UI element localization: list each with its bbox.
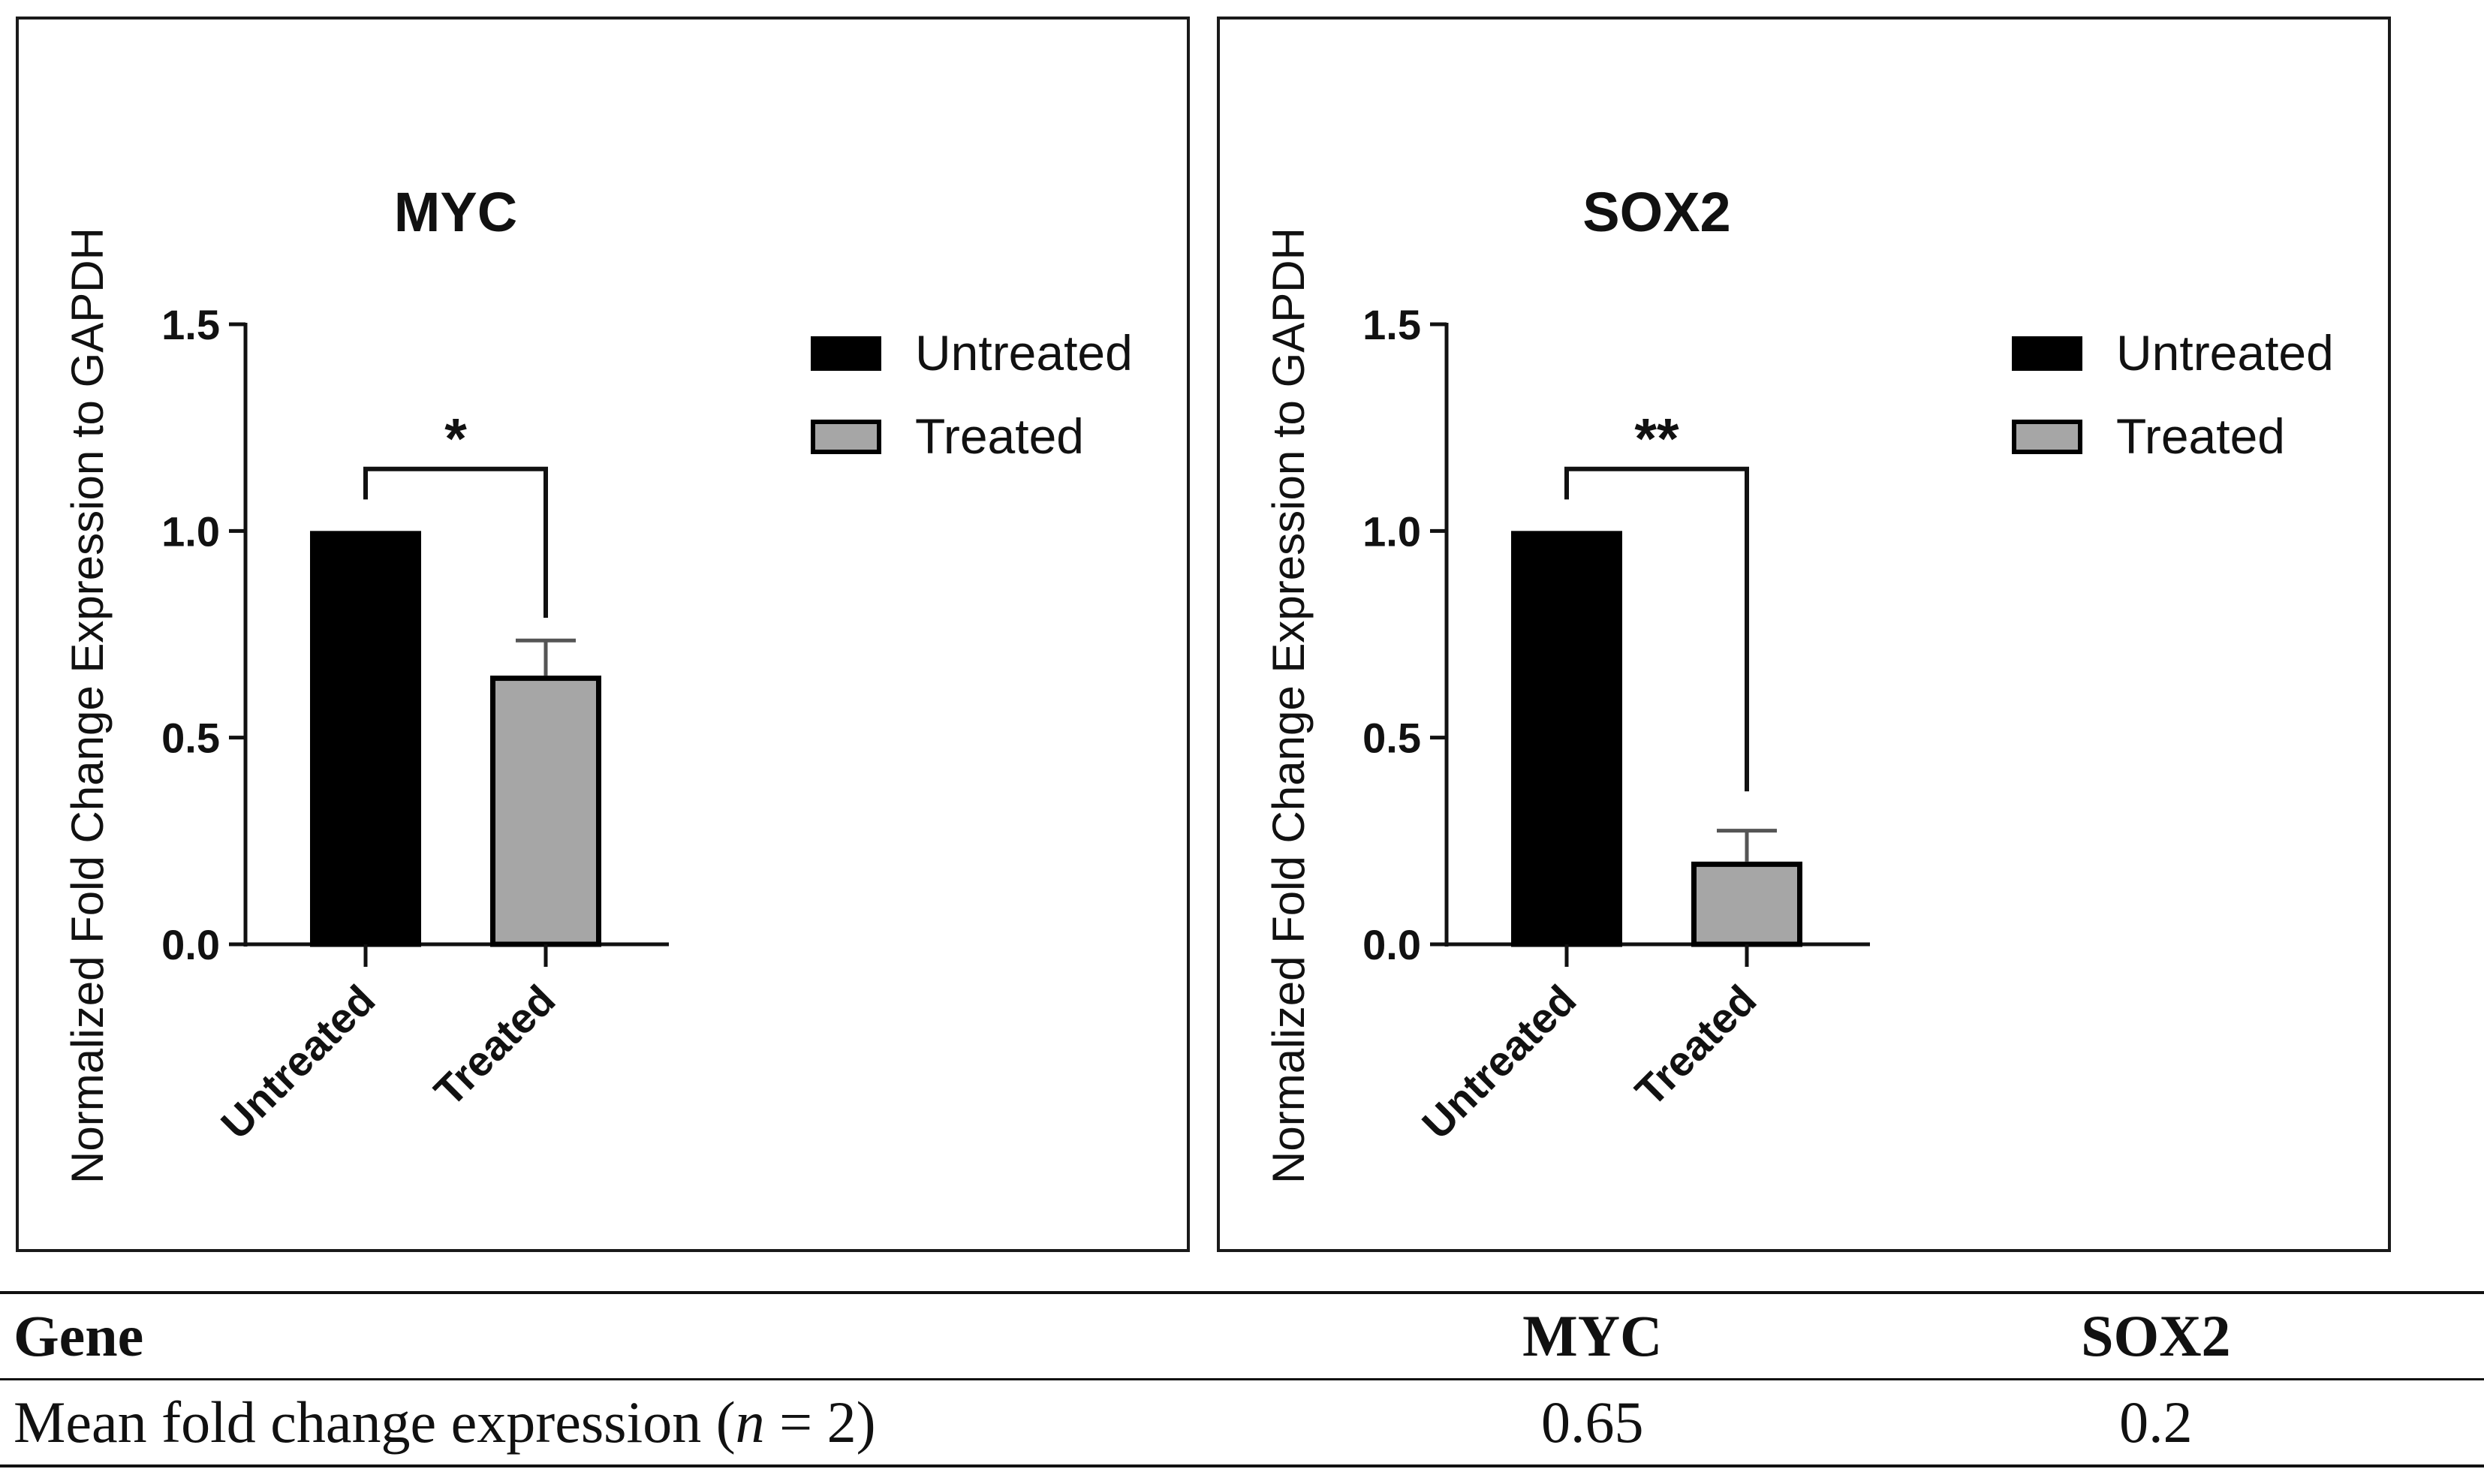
header-gene: Gene — [0, 1291, 1357, 1380]
summary-table: Gene MYC SOX2 Mean fold change expressio… — [0, 1291, 2484, 1467]
y-tick-label: 0.0 — [1362, 921, 1421, 968]
significance-label: ** — [1634, 408, 1679, 471]
header-myc: MYC — [1356, 1291, 1828, 1380]
header-sox2: SOX2 — [1827, 1291, 2484, 1380]
x-tick-label: Treated — [1626, 976, 1765, 1115]
y-axis-label: Normalized Fold Change Expression to GAP… — [62, 227, 113, 1184]
legend-swatch-treated — [2012, 420, 2082, 454]
y-tick-label: 1.0 — [161, 507, 220, 555]
y-tick-label: 1.5 — [1362, 301, 1421, 348]
bar-treated — [490, 676, 601, 947]
significance-bracket — [363, 466, 548, 618]
chart-title: MYC — [394, 181, 517, 243]
sox2-chart-svg: SOX2 Normalized Fold Change Expression to… — [1263, 181, 2334, 1184]
myc-chart-svg: MYC Normalized Fold Change Expression to … — [62, 181, 1133, 1184]
row-label: Mean fold change expression (n = 2) — [0, 1379, 1357, 1467]
chart-title: SOX2 — [1582, 181, 1730, 243]
y-tick-label: 1.5 — [161, 301, 220, 348]
legend-swatch-untreated — [2012, 336, 2082, 371]
summary-table-row: Mean fold change expression (n = 2) 0.65… — [0, 1379, 2484, 1467]
y-tick-label: 0.5 — [161, 715, 220, 762]
bar-treated — [1691, 861, 1802, 947]
legend-label-treated: Treated — [915, 408, 1084, 464]
sox2-chart-panel: SOX2 Normalized Fold Change Expression to… — [1217, 17, 2391, 1252]
bar-untreated — [1511, 531, 1622, 947]
legend-label-untreated: Untreated — [2116, 325, 2334, 381]
significance-bracket — [1564, 466, 1749, 792]
row-label-n: n — [735, 1389, 765, 1455]
significance-label: * — [444, 408, 467, 471]
legend-label-untreated: Untreated — [915, 325, 1133, 381]
summary-table-header-row: Gene MYC SOX2 — [0, 1291, 2484, 1380]
row-label-pre: Mean fold change expression ( — [14, 1389, 736, 1455]
y-axis-label: Normalized Fold Change Expression to GAP… — [1263, 227, 1314, 1184]
y-tick-label: 0.5 — [1362, 715, 1421, 762]
x-tick-label: Untreated — [1413, 976, 1585, 1148]
row-label-post: = 2) — [764, 1389, 876, 1455]
legend-swatch-untreated — [811, 336, 881, 371]
myc-chart-panel: MYC Normalized Fold Change Expression to … — [16, 17, 1190, 1252]
y-tick-label: 0.0 — [161, 921, 220, 968]
value-sox2: 0.2 — [1827, 1379, 2484, 1467]
y-tick-label: 1.0 — [1362, 507, 1421, 555]
value-myc: 0.65 — [1356, 1379, 1828, 1467]
x-tick-label: Untreated — [212, 976, 384, 1148]
bar-untreated — [310, 531, 421, 947]
legend-swatch-treated — [811, 420, 881, 454]
x-tick-label: Treated — [425, 976, 564, 1115]
legend-label-treated: Treated — [2116, 408, 2285, 464]
